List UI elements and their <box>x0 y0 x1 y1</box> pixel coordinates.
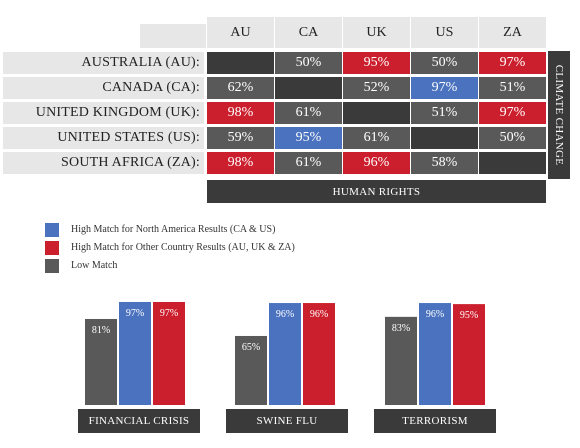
matrix-cell-au-ca: 50% <box>275 52 342 74</box>
column-header-ca: CA <box>275 17 342 48</box>
row-label-au: AUSTRALIA (AU): <box>3 52 204 74</box>
matrix-cell-au-us: 50% <box>411 52 478 74</box>
legend-label-other-countries: High Match for Other Country Results (AU… <box>71 242 295 253</box>
matrix-cell-us-ca: 95% <box>275 127 342 149</box>
legend-item-north-america: High Match for North America Results (CA… <box>45 223 445 237</box>
legend-swatch-north-america <box>45 223 59 237</box>
legend-swatch-low-match <box>45 259 59 273</box>
matrix-cell-za-au: 98% <box>207 152 274 174</box>
bar-label-terrorism-other-countries: 95% <box>460 310 478 321</box>
matrix-cell-diagonal-uk <box>343 102 410 124</box>
chart-title-swine-flu: SWINE FLU <box>226 409 348 433</box>
matrix-cell-us-za: 50% <box>479 127 546 149</box>
matrix-cell-au-za: 97% <box>479 52 546 74</box>
matrix-corner <box>140 24 206 48</box>
column-header-uk: UK <box>343 17 410 48</box>
matrix-cell-uk-ca: 61% <box>275 102 342 124</box>
column-header-za: ZA <box>479 17 546 48</box>
bar-swine-flu-low-match <box>235 335 267 405</box>
column-header-us: US <box>411 17 478 48</box>
matrix-cell-diagonal-au <box>207 52 274 74</box>
row-label-ca: CANADA (CA): <box>3 77 204 99</box>
bar-financial-crisis-north-america <box>119 301 151 405</box>
bar-terrorism-low-match <box>385 316 417 405</box>
bar-label-swine-flu-north-america: 96% <box>276 309 294 320</box>
matrix-cell-diagonal-za <box>479 152 546 174</box>
matrix-cell-au-uk: 95% <box>343 52 410 74</box>
bar-terrorism-other-countries <box>453 304 485 405</box>
bar-label-swine-flu-low-match: 65% <box>242 342 260 353</box>
legend-item-other-countries: High Match for Other Country Results (AU… <box>45 241 445 255</box>
human-rights-text: HUMAN RIGHTS <box>332 185 421 198</box>
matrix-cell-ca-us: 97% <box>411 77 478 99</box>
matrix-cell-za-uk: 96% <box>343 152 410 174</box>
chart-title-terrorism: TERRORISM <box>374 409 496 433</box>
climate-change-label: CLIMATE CHANGE <box>548 51 570 179</box>
matrix-cell-ca-uk: 52% <box>343 77 410 99</box>
matrix-cell-uk-au: 98% <box>207 102 274 124</box>
bar-label-swine-flu-other-countries: 96% <box>310 309 328 320</box>
matrix-cell-za-us: 58% <box>411 152 478 174</box>
legend-swatch-other-countries <box>45 241 59 255</box>
bar-financial-crisis-other-countries <box>153 301 185 405</box>
bar-swine-flu-other-countries <box>303 303 335 405</box>
bar-swine-flu-north-america <box>269 303 301 405</box>
legend-label-low-match: Low Match <box>71 260 118 271</box>
chart-title-swine-flu-text: SWINE FLU <box>256 415 318 427</box>
legend-item-low-match: Low Match <box>45 259 445 273</box>
bar-label-terrorism-north-america: 96% <box>426 309 444 320</box>
bar-terrorism-north-america <box>419 303 451 405</box>
matrix-cell-ca-au: 62% <box>207 77 274 99</box>
matrix-cell-diagonal-us <box>411 127 478 149</box>
bar-financial-crisis-low-match <box>85 318 117 405</box>
bar-label-financial-crisis-low-match: 81% <box>92 325 110 336</box>
bar-label-financial-crisis-other-countries: 97% <box>160 308 178 319</box>
matrix-cell-ca-za: 51% <box>479 77 546 99</box>
matrix-cell-us-au: 59% <box>207 127 274 149</box>
column-header-au: AU <box>207 17 274 48</box>
row-label-us: UNITED STATES (US): <box>3 127 204 149</box>
human-rights-label: HUMAN RIGHTS <box>207 180 546 203</box>
legend-label-north-america: High Match for North America Results (CA… <box>71 224 276 235</box>
matrix-cell-uk-us: 51% <box>411 102 478 124</box>
matrix-cell-za-ca: 61% <box>275 152 342 174</box>
matrix-cell-us-uk: 61% <box>343 127 410 149</box>
row-label-za: SOUTH AFRICA (ZA): <box>3 152 204 174</box>
matrix-cell-diagonal-ca <box>275 77 342 99</box>
row-label-uk: UNITED KINGDOM (UK): <box>3 102 204 124</box>
chart-title-financial-crisis-text: FINANCIAL CRISIS <box>88 415 190 427</box>
chart-title-financial-crisis: FINANCIAL CRISIS <box>78 409 200 433</box>
chart-title-terrorism-text: TERRORISM <box>402 415 468 427</box>
matrix-cell-uk-za: 97% <box>479 102 546 124</box>
bar-label-terrorism-low-match: 83% <box>392 323 410 334</box>
bar-label-financial-crisis-north-america: 97% <box>126 308 144 319</box>
